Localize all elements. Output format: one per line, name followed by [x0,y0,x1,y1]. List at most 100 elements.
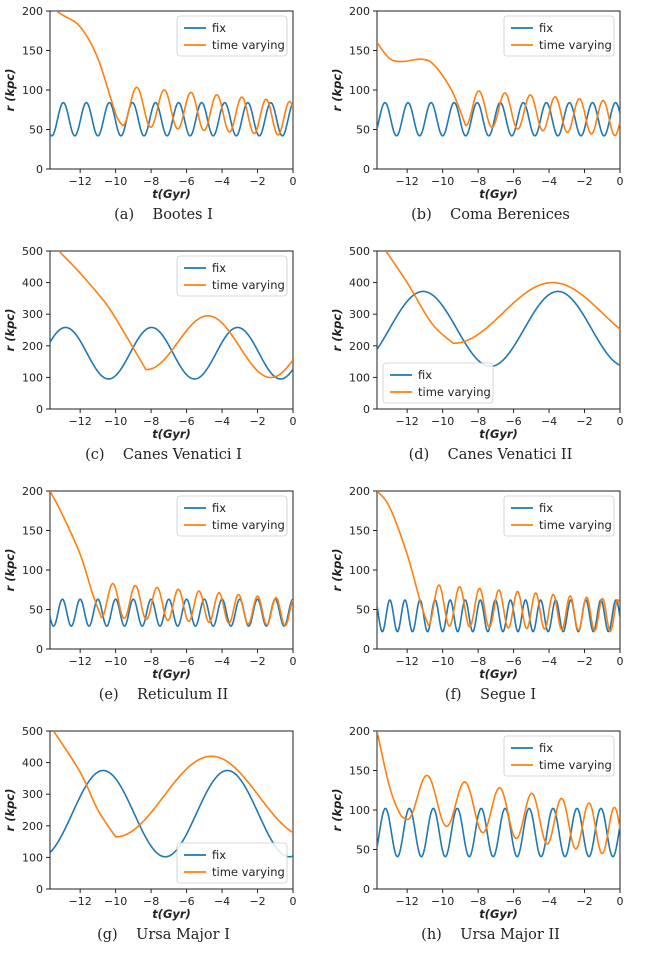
legend-label-fix: fix [212,21,226,35]
plot-frame [49,250,294,410]
series-line-time-varying [50,491,293,627]
x-tick-label: 0 [290,655,297,668]
y-tick-label: 50 [29,604,43,617]
chart-svg: 0 50 100 150 200 −12 −10 −8 −6 −4 −2 0 t(Gyr) r (kpc)… [330,485,624,681]
y-tick-label: 0 [36,643,43,656]
series-line-time-varying [377,731,620,855]
y-axis-label: r (kpc) [3,549,17,592]
y-tick-label: 300 [349,308,370,321]
panel-caption: (f) Segue I [444,687,537,703]
x-axis-label: t(Gyr) [152,187,191,201]
x-tick-label: −10 [431,415,454,428]
chart-svg: 0 50 100 150 200 −12 −10 −8 −6 −4 −2 0 t(Gyr) r (kpc)… [3,485,297,681]
y-tick-label: 200 [349,485,370,498]
x-tick-label: 0 [617,895,624,908]
series-group [377,251,620,368]
y-tick-label: 50 [356,124,370,137]
chart-panel-d: 0 100 200 300 400 500 −12 −10 −8 −6 −4 −2 0 t(Gyr) r (… [327,240,654,480]
panel-caption: (d) Canes Venatici II [408,447,573,463]
x-tick-label: −6 [178,655,194,668]
x-tick-label: 0 [617,415,624,428]
y-tick-label: 150 [349,45,370,58]
series-line-time-varying [58,251,293,379]
chart-panel-f: 0 50 100 150 200 −12 −10 −8 −6 −4 −2 0 t(Gyr) r (kpc)… [327,480,654,720]
y-tick-label: 100 [22,371,43,384]
legend-box [382,362,494,404]
legend: fix time varying [503,15,615,57]
x-tick-label: −6 [178,175,194,188]
y-tick-label: 300 [22,788,43,801]
panel-caption: (a) Bootes I [114,207,213,223]
panel-caption: (g) Ursa Major I [97,927,230,943]
y-tick-label: 100 [22,84,43,97]
legend-label-fix: fix [539,21,553,35]
y-tick-label: 200 [22,340,43,353]
y-tick-label: 0 [36,403,43,416]
x-axis-label: t(Gyr) [152,667,191,681]
x-tick-label: −12 [396,895,419,908]
y-tick-label: 150 [22,45,43,58]
legend-box [176,15,288,57]
y-tick-label: 100 [22,851,43,864]
series-line-fix [50,101,293,137]
chart-panel-h: 0 50 100 150 200 −12 −10 −8 −6 −4 −2 0 t(Gyr) r (kpc)… [327,720,654,960]
y-axis-label: r (kpc) [3,309,17,352]
chart-panel-c: 0 100 200 300 400 500 −12 −10 −8 −6 −4 −2 0 t(Gyr) r (… [0,240,327,480]
panel-caption: (h) Ursa Major II [421,927,560,943]
y-axis-label: r (kpc) [3,789,17,832]
legend-label-time-varying: time varying [212,38,285,52]
x-tick-label: 0 [617,175,624,188]
x-tick-label: −4 [214,655,230,668]
chart-svg: 0 100 200 300 400 500 −12 −10 −8 −6 −4 −2 0 t(Gyr) r (… [3,725,297,921]
legend: fix time varying [503,495,615,537]
legend-label-time-varying: time varying [212,865,285,879]
x-tick-label: −10 [431,895,454,908]
x-tick-label: −10 [104,415,127,428]
x-tick-label: −10 [431,175,454,188]
legend-box [176,842,288,884]
y-tick-label: 100 [349,804,370,817]
legend-box [503,15,615,57]
panel-caption: (c) Canes Venatici I [85,447,242,463]
x-axis-label: t(Gyr) [479,427,518,441]
legend-label-fix: fix [418,368,432,382]
legend-box [503,495,615,537]
x-axis-label: t(Gyr) [152,427,191,441]
legend-label-fix: fix [539,741,553,755]
x-tick-label: −12 [396,655,419,668]
chart-svg: 0 100 200 300 400 500 −12 −10 −8 −6 −4 −2 0 t(Gyr) r (… [330,245,624,441]
y-tick-label: 100 [349,564,370,577]
x-tick-label: −4 [541,895,557,908]
chart-panel-a: 0 50 100 150 200 −12 −10 −8 −6 −4 −2 0 t(Gyr) r (kpc)… [0,0,327,240]
x-tick-label: −8 [470,175,486,188]
x-axis-label: t(Gyr) [479,907,518,921]
x-tick-label: −6 [505,415,521,428]
y-axis-label: r (kpc) [330,309,344,352]
series-line-fix [377,101,620,137]
series-line-fix [377,290,620,368]
x-tick-label: −6 [178,415,194,428]
y-tick-label: 500 [349,245,370,258]
legend: fix time varying [176,495,288,537]
y-tick-label: 300 [22,308,43,321]
legend-box [176,255,288,297]
x-tick-label: −8 [143,175,159,188]
series-line-time-varying [377,42,620,137]
series-group [377,731,620,858]
x-tick-label: −4 [541,655,557,668]
x-tick-label: −4 [541,175,557,188]
chart-svg: 0 100 200 300 400 500 −12 −10 −8 −6 −4 −2 0 t(Gyr) r (… [3,245,297,441]
y-tick-label: 0 [363,163,370,176]
y-tick-label: 50 [356,604,370,617]
y-tick-label: 50 [356,844,370,857]
x-tick-label: −6 [178,895,194,908]
legend: fix time varying [176,842,288,884]
x-tick-label: −2 [576,655,592,668]
y-axis-label: r (kpc) [330,789,344,832]
x-tick-label: −12 [69,415,92,428]
legend: fix time varying [382,362,494,404]
y-tick-label: 200 [22,820,43,833]
plot-frame [376,250,621,410]
legend-label-time-varying: time varying [212,278,285,292]
x-tick-label: −2 [576,415,592,428]
